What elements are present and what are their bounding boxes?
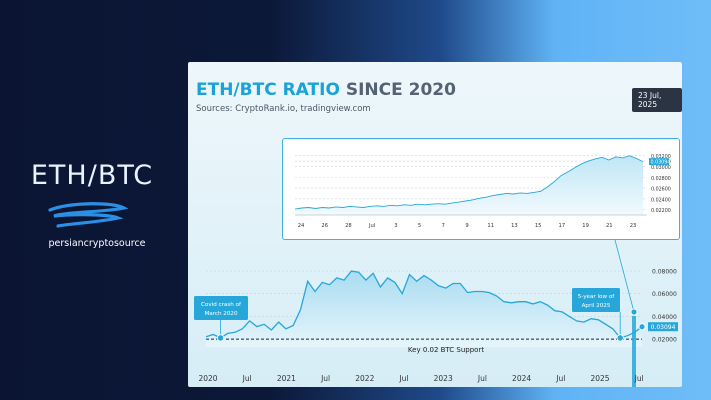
main-x-tick-label: Jul bbox=[242, 374, 252, 383]
main-x-tick-label: 2023 bbox=[434, 374, 453, 383]
chart-card: ETH/BTC RATIO SINCE 2020 Sources: Crypto… bbox=[188, 62, 682, 387]
inset-x-tick-label: 23 bbox=[630, 223, 637, 229]
inset-x-tick-label: 9 bbox=[465, 223, 468, 229]
inset-x-tick-label: 17 bbox=[559, 223, 566, 229]
inset-y-tick-label: 0.03200 bbox=[651, 154, 671, 160]
scribble-logo-icon bbox=[48, 202, 128, 228]
inset-x-tick-label: 15 bbox=[535, 223, 542, 229]
low-annotation-box bbox=[572, 288, 620, 312]
inset-x-tick-label: 7 bbox=[442, 223, 445, 229]
support-label: Key 0.02 BTC Support bbox=[408, 346, 484, 354]
main-x-tick-label: Jul bbox=[634, 374, 644, 383]
date-badge: 23 Jul, 2025 bbox=[632, 88, 682, 112]
main-x-tick-label: 2025 bbox=[590, 374, 609, 383]
inset-x-tick-label: 19 bbox=[582, 223, 589, 229]
covid-annotation-box bbox=[194, 296, 248, 320]
main-y-tick-label: 0.02000 bbox=[652, 337, 677, 344]
main-chart: 0.08000 0.06000 0.04000 0.02000 Key 0.02 BTC… bbox=[194, 239, 678, 387]
low-annotation-line1: 5-year low of bbox=[578, 294, 615, 300]
main-x-tick-label: 2024 bbox=[512, 374, 531, 383]
inset-y-tick-label: 0.02600 bbox=[651, 187, 671, 193]
inset-callout-connector bbox=[614, 239, 635, 313]
inset-callout-marker bbox=[630, 308, 638, 316]
page-title: ETH/BTC RATIO SINCE 2020 bbox=[196, 80, 456, 100]
inset-area bbox=[295, 155, 643, 215]
inset-series-line bbox=[294, 155, 644, 210]
inset-current-value-label: 0.03094 bbox=[651, 159, 671, 165]
main-x-tick-label: Jul bbox=[320, 374, 330, 383]
inset-x-tick-label: 28 bbox=[345, 223, 352, 229]
main-x-tick-label: Jul bbox=[477, 374, 487, 383]
title-accent: ETH/BTC RATIO bbox=[196, 80, 340, 100]
main-x-tick-label: 2021 bbox=[277, 374, 296, 383]
current-value-label: 0.03094 bbox=[651, 324, 676, 331]
main-y-tick-label: 0.04000 bbox=[652, 314, 677, 321]
brand-handle: persiancryptosource bbox=[48, 238, 146, 249]
inset-y-tick-label: 0.02200 bbox=[651, 208, 671, 214]
title-rest: SINCE 2020 bbox=[339, 80, 456, 100]
covid-annotation-line1: Covid crash of bbox=[201, 302, 242, 308]
brand-title: ETH/BTC bbox=[30, 160, 154, 191]
main-area bbox=[206, 271, 642, 347]
brand-panel: ETH/BTC persiancryptosource bbox=[0, 0, 180, 400]
inset-current-value-badge bbox=[649, 158, 669, 166]
main-series-line bbox=[205, 270, 643, 339]
main-x-tick-label: Jul bbox=[555, 374, 565, 383]
inset-x-tick-label: 11 bbox=[487, 223, 494, 229]
inset-y-tick-label: 0.02800 bbox=[651, 176, 671, 182]
main-y-tick-label: 0.08000 bbox=[652, 269, 677, 276]
covid-low-marker bbox=[216, 334, 225, 342]
inset-x-tick-label: 13 bbox=[511, 223, 518, 229]
sources-text: Sources: CryptoRank.io, tradingview.com bbox=[196, 104, 371, 114]
inset-x-tick-label: 21 bbox=[606, 223, 613, 229]
inset-y-tick-label: 0.02400 bbox=[651, 197, 671, 203]
current-value-marker bbox=[638, 323, 646, 331]
inset-x-tick-label: 24 bbox=[298, 223, 305, 229]
inset-y-tick-label: 0.03000 bbox=[651, 165, 671, 171]
inset-x-tick-label: 3 bbox=[394, 223, 397, 229]
inset-chart: 0.032000.031000.030000.028000.026000.024… bbox=[294, 154, 671, 229]
inset-x-tick-label: Jul bbox=[368, 223, 375, 229]
inset-x-tick-label: 5 bbox=[418, 223, 421, 229]
covid-annotation-line2: March 2020 bbox=[204, 311, 238, 317]
current-value-badge bbox=[648, 322, 678, 332]
five-year-low-marker bbox=[616, 334, 624, 342]
main-x-tick-label: Jul bbox=[398, 374, 408, 383]
main-x-tick-label: 2022 bbox=[355, 374, 374, 383]
main-x-tick-label: 2020 bbox=[198, 374, 217, 383]
inset-chart-panel: 0.032000.031000.030000.028000.026000.024… bbox=[282, 138, 680, 240]
inset-x-tick-label: 26 bbox=[321, 223, 328, 229]
main-y-tick-label: 0.06000 bbox=[652, 291, 677, 298]
highlight-bar bbox=[632, 316, 636, 387]
low-annotation-line2: April 2025 bbox=[582, 303, 611, 309]
